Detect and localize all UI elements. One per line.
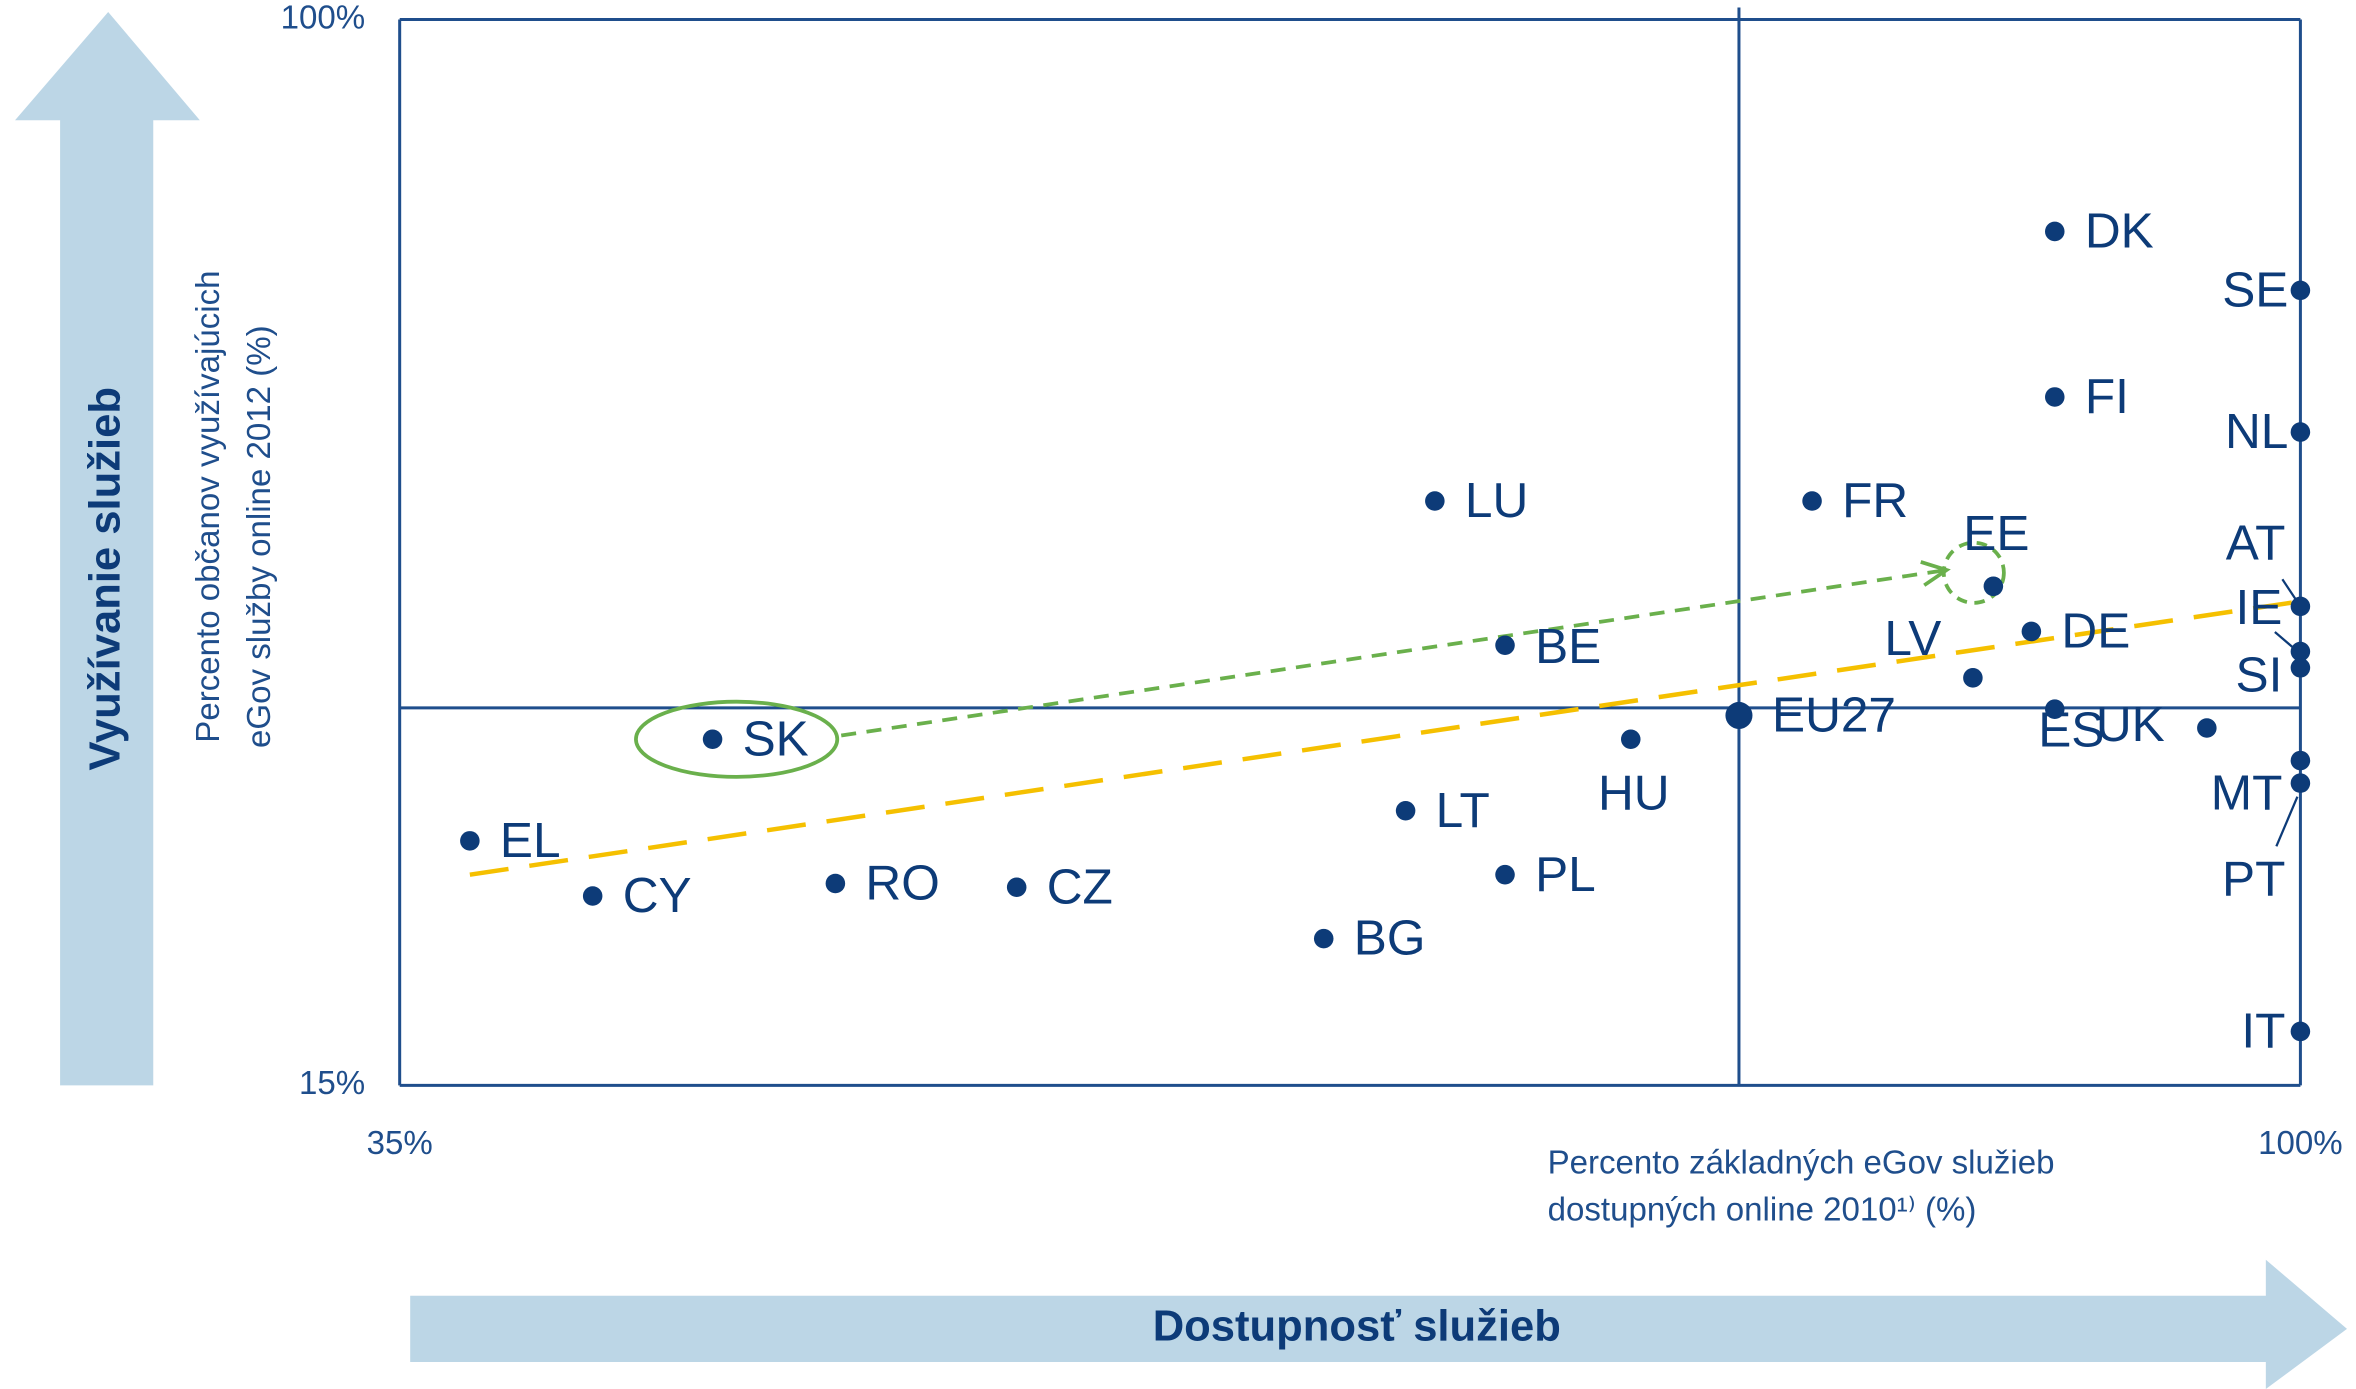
point-label: PT (2222, 850, 2285, 906)
point-label: EE (1963, 505, 2029, 561)
point (1725, 701, 1753, 729)
trend-line (469, 599, 2301, 877)
point (1983, 576, 2004, 597)
highlight-arrow (840, 568, 1947, 738)
point (1495, 635, 1515, 656)
x-tick-label: 35% (367, 1125, 433, 1162)
point (1620, 729, 1641, 750)
point (825, 873, 846, 894)
point (2290, 596, 2311, 617)
point (2290, 1021, 2311, 1042)
leader-line (2281, 578, 2299, 603)
point (2021, 621, 2042, 642)
point-label: DE (2061, 603, 2130, 659)
point (582, 886, 603, 906)
y-tick-label: 100% (281, 0, 366, 36)
point-label: EU27 (1772, 687, 1896, 743)
point (2290, 280, 2311, 301)
point (1963, 668, 1983, 688)
point-label: SK (743, 710, 809, 766)
point-label: CZ (1047, 858, 1113, 914)
point (460, 831, 480, 851)
point (2045, 699, 2065, 719)
point-label: NL (2225, 403, 2288, 459)
point-label: IT (2241, 1003, 2285, 1059)
point-label: CY (623, 867, 692, 923)
point-label: IE (2236, 579, 2283, 635)
point (1425, 491, 1445, 511)
point-label: PL (1535, 846, 1596, 902)
arrow-head (1920, 560, 1951, 587)
y-axis-label: Percento občanov využívajúcich (190, 270, 227, 742)
point-label: SE (2222, 261, 2288, 317)
x-arrow-label: Dostupnosť služieb (1153, 1302, 1561, 1350)
x-axis-label: Percento základných eGov služieb (1548, 1145, 2055, 1182)
x-tick-label: 100% (2258, 1125, 2343, 1162)
point (1006, 877, 1027, 898)
point-label: MT (2211, 765, 2283, 821)
point-label: FI (2085, 368, 2129, 424)
x-arrow (410, 1259, 2347, 1389)
point (2290, 641, 2311, 662)
y-arrow (15, 12, 200, 1086)
point-label: DK (2085, 203, 2154, 259)
point (2290, 750, 2311, 771)
point (2290, 658, 2311, 678)
point-label: BE (1535, 618, 1601, 674)
point (702, 729, 723, 750)
y-arrow-label: Využívanie služieb (82, 387, 130, 771)
x-axis-label: dostupných online 2010¹⁾ (%) (1548, 1191, 1977, 1228)
leader-line (2274, 631, 2297, 651)
highlight-circle (1941, 540, 2006, 605)
point (1495, 864, 1515, 885)
point-label: AT (2226, 514, 2286, 570)
point-label: EL (500, 812, 561, 868)
point-label: RO (865, 855, 939, 911)
point (2197, 718, 2217, 738)
y-axis-label: eGov služby online 2012 (%) (241, 325, 278, 748)
point-label: LV (1884, 610, 1941, 666)
point-label: HU (1598, 764, 1670, 820)
highlight-ellipse (634, 699, 840, 779)
point-label: LT (1436, 782, 1490, 838)
point-label: ES (2038, 701, 2104, 757)
point (1802, 491, 1822, 511)
point-label: BG (1354, 910, 1426, 966)
point-label: FR (1842, 472, 1908, 528)
point (1395, 800, 1416, 821)
point (2290, 773, 2311, 793)
point-label: SI (2236, 646, 2283, 702)
leader-line (2275, 796, 2299, 847)
point (2290, 422, 2311, 442)
point (2045, 387, 2065, 407)
point (2045, 221, 2065, 242)
point-label: LU (1465, 472, 1528, 528)
point (1313, 928, 1334, 949)
y-tick-label: 15% (299, 1065, 365, 1102)
point-label: UK (2096, 696, 2165, 752)
